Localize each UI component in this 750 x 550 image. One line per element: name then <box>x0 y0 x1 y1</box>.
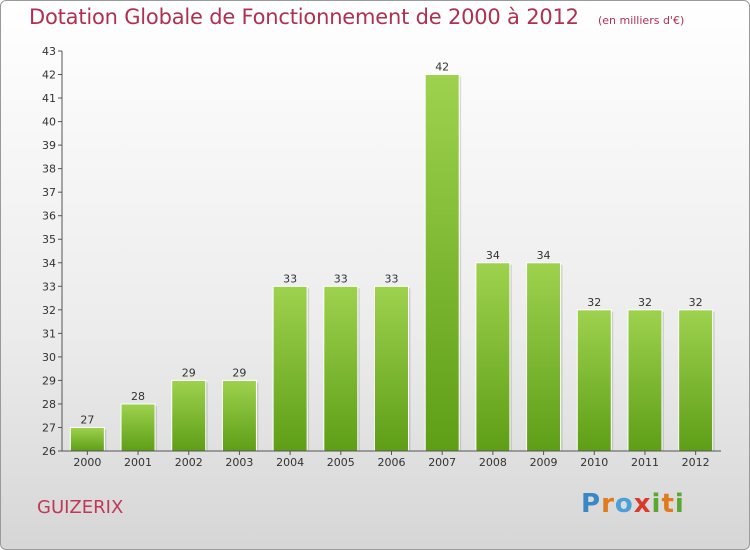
bar <box>69 426 105 452</box>
x-tick-label: 2005 <box>327 456 355 469</box>
bar-value-label: 33 <box>385 272 399 285</box>
bar <box>526 262 562 452</box>
x-tick-label: 2012 <box>682 456 710 469</box>
x-tick-label: 2010 <box>580 456 608 469</box>
y-tick-label: 42 <box>42 69 56 82</box>
x-axis: 2000 2001 2002 2003 2004 2005 2006 2007 2008 2009… <box>62 450 721 469</box>
bar <box>221 379 257 452</box>
y-tick-label: 26 <box>42 445 56 458</box>
bar-value-label: 28 <box>131 390 145 403</box>
x-tick-label: 2003 <box>225 456 253 469</box>
bar <box>424 74 460 452</box>
y-tick-label: 27 <box>42 421 56 434</box>
y-tick-label: 32 <box>42 304 56 317</box>
y-tick-label: 36 <box>42 210 56 223</box>
bar-value-label: 33 <box>334 272 348 285</box>
x-tick-label: 2000 <box>73 456 101 469</box>
x-tick-label: 2007 <box>428 456 456 469</box>
bar-value-label: 27 <box>80 413 94 426</box>
y-tick-label: 39 <box>42 139 56 152</box>
x-tick-label: 2008 <box>479 456 507 469</box>
bar <box>475 262 511 452</box>
y-tick-label: 43 <box>42 45 56 58</box>
bar <box>627 309 663 452</box>
commune-name: GUIZERIX <box>37 497 124 518</box>
y-tick-label: 29 <box>42 374 56 387</box>
proxiti-logo[interactable]: Proxiti <box>581 489 685 519</box>
y-tick-label: 41 <box>42 92 56 105</box>
y-tick-label: 35 <box>42 233 56 246</box>
x-tick-label: 2004 <box>276 456 304 469</box>
bar <box>272 285 308 452</box>
x-tick-label: 2001 <box>124 456 152 469</box>
bar <box>678 309 714 452</box>
x-tick-label: 2009 <box>530 456 558 469</box>
bar-value-label: 34 <box>537 249 551 262</box>
bar-value-label: 32 <box>638 296 652 309</box>
bar <box>576 309 612 452</box>
bar-value-label: 32 <box>689 296 703 309</box>
bar-value-label: 34 <box>486 249 500 262</box>
y-tick-label: 30 <box>42 351 56 364</box>
bar <box>171 379 207 452</box>
y-tick-label: 38 <box>42 163 56 176</box>
bar <box>120 403 156 452</box>
x-tick-label: 2011 <box>631 456 659 469</box>
y-tick-label: 33 <box>42 280 56 293</box>
x-tick-label: 2006 <box>378 456 406 469</box>
bar-value-label: 42 <box>435 61 449 74</box>
bars: 27 28 29 29 33 33 33 42 34 34 32 32 32 <box>69 61 715 452</box>
bar-value-label: 29 <box>182 366 196 379</box>
y-tick-label: 40 <box>42 116 56 129</box>
x-tick-label: 2002 <box>175 456 203 469</box>
y-tick-label: 28 <box>42 398 56 411</box>
bar-value-label: 33 <box>283 272 297 285</box>
y-tick-label: 34 <box>42 257 56 270</box>
y-axis: 26 27 28 29 30 31 32 33 34 35 36 37 38 39 40 41 42 43 <box>42 45 63 458</box>
bar <box>374 285 409 452</box>
chart-subtitle: (en milliers d'€) <box>597 14 685 27</box>
y-tick-label: 37 <box>42 186 56 199</box>
title-row: Dotation Globale de Fonctionnement de 20… <box>29 5 684 29</box>
bar <box>323 285 359 452</box>
y-tick-label: 31 <box>42 327 56 340</box>
bar-value-label: 29 <box>232 366 246 379</box>
bar-value-label: 32 <box>587 296 601 309</box>
chart-title: Dotation Globale de Fonctionnement de 20… <box>29 5 579 29</box>
